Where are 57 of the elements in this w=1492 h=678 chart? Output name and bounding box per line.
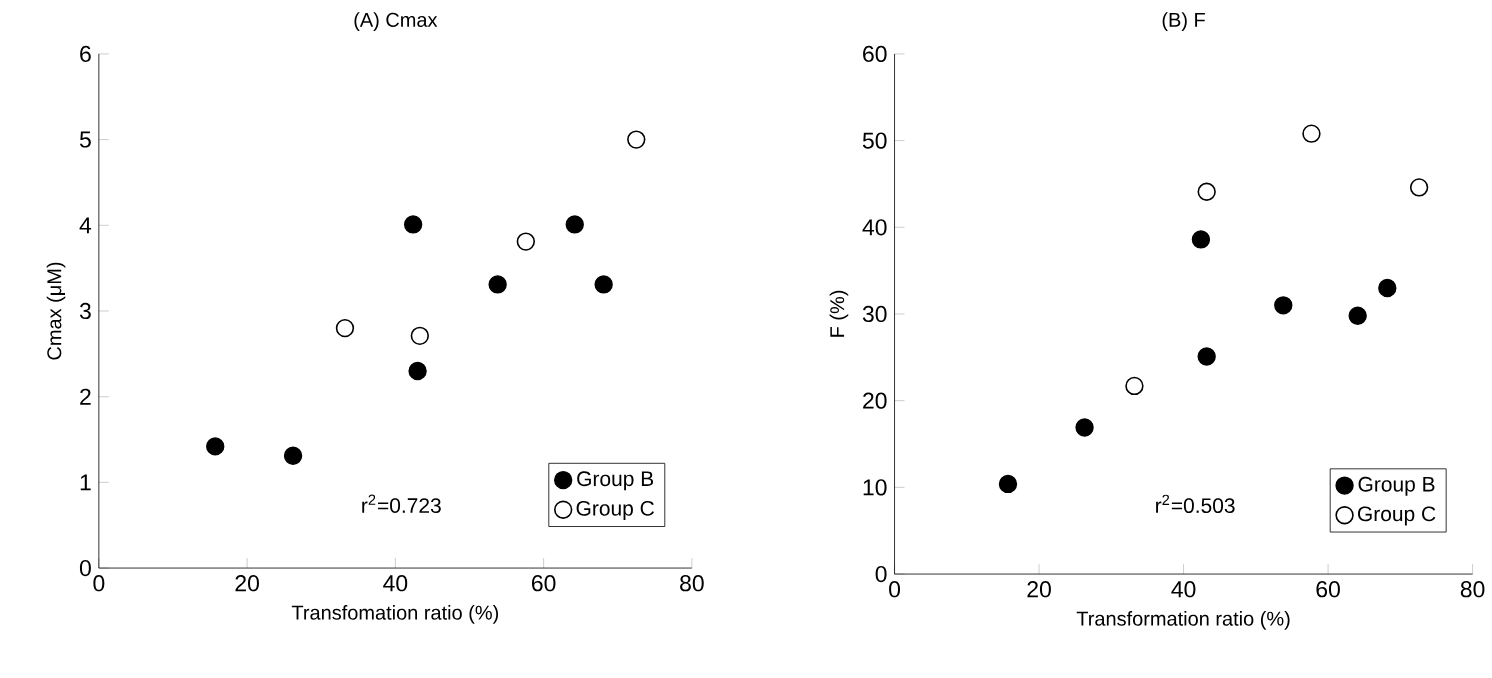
- y-tick-label: 1: [80, 474, 91, 491]
- point: [206, 437, 225, 456]
- x-tick-label: 0: [93, 575, 105, 592]
- point: [594, 275, 613, 294]
- point: [627, 130, 646, 149]
- point: [1409, 178, 1429, 197]
- y-tick-label: 50: [862, 132, 887, 149]
- x-tick-label: 40: [1171, 581, 1196, 598]
- x-tick-label: 40: [383, 575, 408, 592]
- x-axis-title: Transformation ratio (%): [1076, 611, 1290, 630]
- annotation: r$^{2}$=0.723: [362, 494, 441, 514]
- chart-title: (B) F: [1162, 12, 1205, 31]
- point: [1378, 278, 1397, 298]
- point: [998, 474, 1018, 494]
- y-tick-label: 20: [863, 392, 887, 409]
- point: [403, 215, 423, 234]
- point: [488, 275, 507, 294]
- y-tick-label: 10: [863, 479, 887, 496]
- y-tick-label: 40: [862, 219, 887, 236]
- chart-title: (A) Cmax: [354, 12, 438, 31]
- point: [335, 319, 355, 338]
- y-axis-title: F (%): [829, 290, 849, 337]
- point: [565, 215, 584, 234]
- point: [1191, 230, 1211, 249]
- legend-label: Group B: [1358, 476, 1435, 496]
- y-tick-label: 0: [79, 559, 91, 577]
- legend-label: Group C: [1358, 506, 1436, 526]
- point: [1274, 296, 1293, 315]
- point: [516, 232, 536, 251]
- y-tick-label: 30: [862, 305, 887, 323]
- y-tick-label: 2: [80, 388, 91, 405]
- y-tick-label: 4: [79, 217, 92, 234]
- x-tick-label: 20: [1027, 581, 1051, 598]
- y-axis-title: Cmax (μM): [46, 262, 66, 360]
- point: [1075, 418, 1094, 437]
- x-tick-label: 60: [1316, 581, 1340, 598]
- point: [1348, 306, 1367, 325]
- point: [1125, 376, 1144, 396]
- point: [283, 446, 303, 466]
- legend-label: Group C: [576, 500, 654, 520]
- y-tick-label: 60: [863, 45, 887, 63]
- y-tick-label: 5: [79, 131, 91, 148]
- x-axis-title: Transfomation ratio (%): [291, 605, 499, 624]
- x-tick-label: 80: [680, 575, 704, 592]
- point: [408, 361, 427, 381]
- x-tick-label: 20: [235, 575, 259, 592]
- x-tick-label: 0: [889, 581, 901, 598]
- x-tick-label: 60: [532, 575, 556, 592]
- point: [1197, 347, 1216, 366]
- annotation: r$^{2}$=0.503: [1156, 494, 1235, 514]
- legend-label: Group B: [577, 471, 654, 491]
- y-tick-label: 6: [80, 45, 91, 63]
- point: [410, 326, 430, 346]
- x-tick-label: 80: [1460, 581, 1485, 598]
- point: [1197, 182, 1216, 201]
- y-tick-label: 3: [79, 302, 91, 320]
- point: [1302, 124, 1321, 143]
